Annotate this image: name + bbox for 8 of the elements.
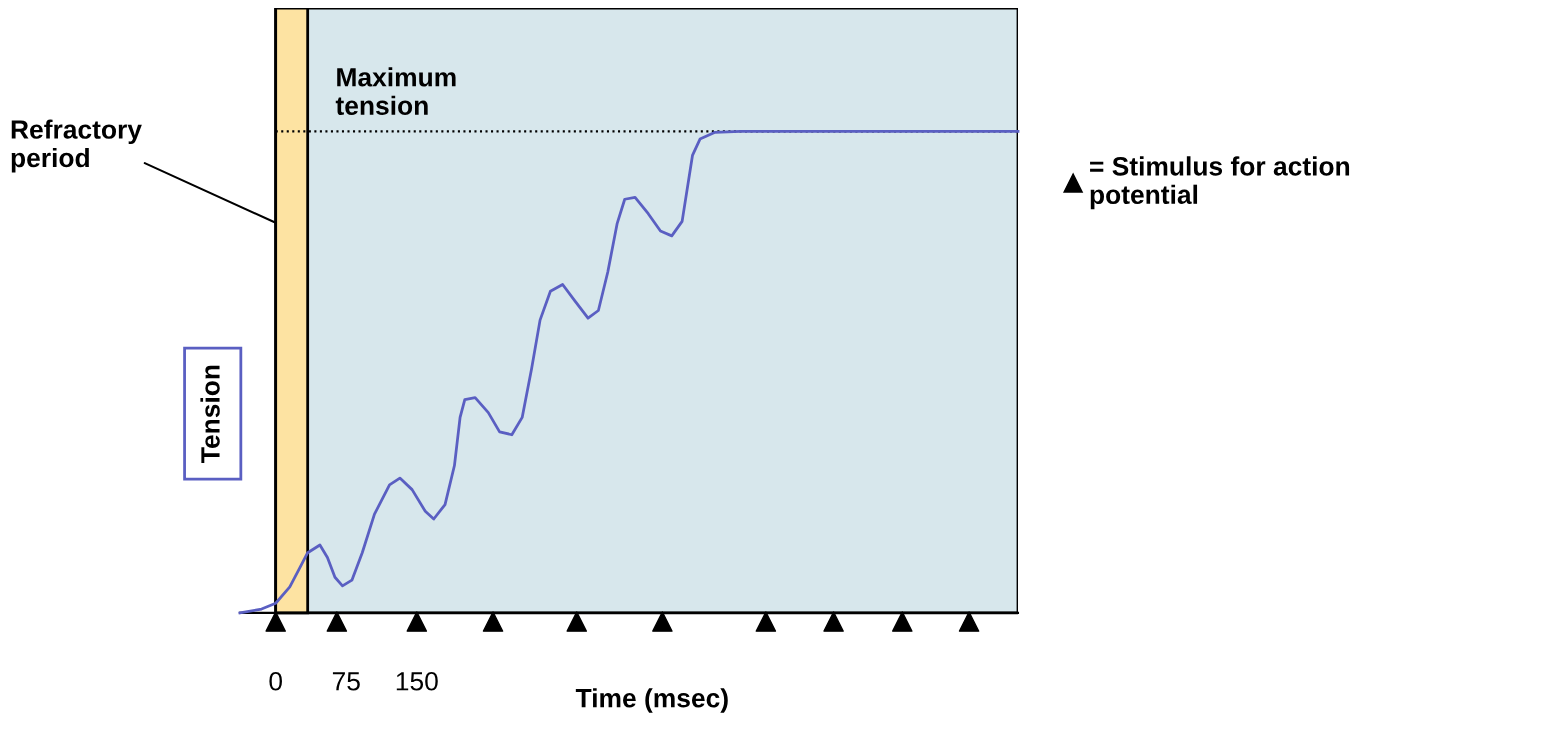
- x-tick-label: 75: [332, 672, 360, 691]
- ref-line-label: Maximum tension: [335, 67, 456, 116]
- band-label: Refractory period: [11, 119, 142, 173]
- x-tick-label: 150: [396, 671, 438, 691]
- x-axis-title: Time (msec): [575, 688, 728, 713]
- y-axis-title: Tension: [200, 365, 220, 463]
- legend-label: = Stimulus for action potential: [1090, 156, 1350, 210]
- x-tick-label: 0: [269, 671, 282, 691]
